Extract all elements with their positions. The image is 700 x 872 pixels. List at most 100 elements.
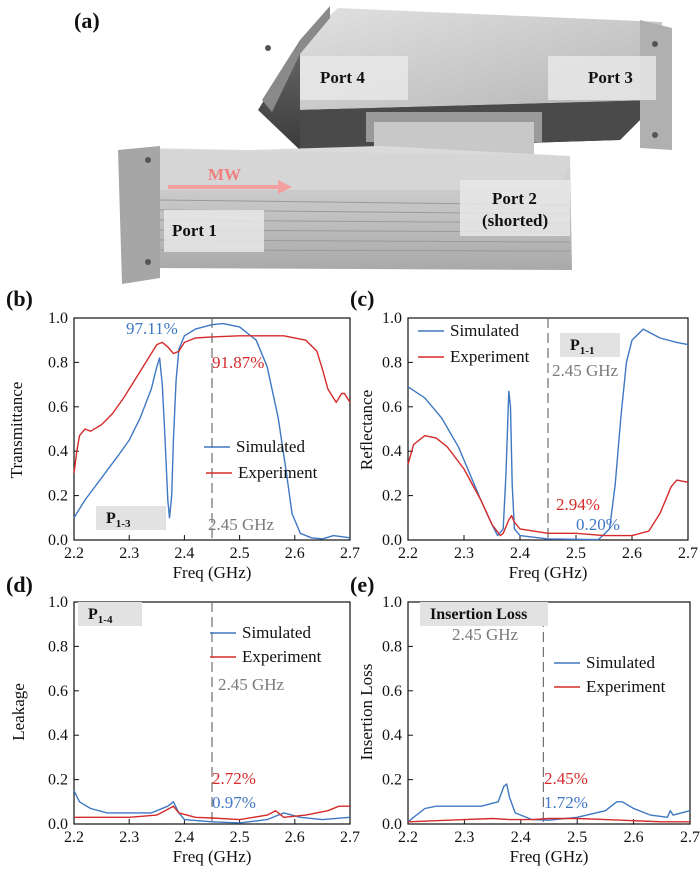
y-axis-label: Insertion Loss: [357, 664, 376, 761]
y-tick-label: 0.4: [382, 443, 402, 460]
panel-label-e: (e): [350, 572, 374, 597]
y-tick-label: 0.6: [48, 683, 68, 700]
legend-label: Experiment: [450, 347, 530, 366]
y-axis-label: Transmittance: [7, 382, 26, 479]
x-tick-label: 2.4: [174, 545, 194, 562]
y-tick-label: 1.0: [382, 594, 402, 611]
y-tick-label: 0.2: [382, 772, 402, 789]
legend-label: Simulated: [242, 623, 311, 642]
y-tick-label: 0.4: [48, 727, 68, 744]
x-tick-label: 2.6: [624, 829, 644, 846]
value-annotation: 2.45%: [544, 769, 588, 788]
x-tick-label: 2.2: [398, 829, 418, 846]
y-tick-label: 0.2: [48, 772, 68, 789]
value-annotation: 1.72%: [544, 793, 588, 812]
tag-subscript: 1-4: [98, 614, 113, 626]
legend-label: Simulated: [586, 653, 655, 672]
tag-subscript: 1-3: [116, 518, 131, 530]
x-tick-label: 2.7: [340, 829, 360, 846]
panel-label-d: (d): [6, 572, 33, 597]
y-tick-label: 0.2: [48, 488, 68, 505]
x-tick-label: 2.6: [285, 829, 305, 846]
series-experiment: [407, 435, 689, 537]
tag-box: [560, 333, 620, 357]
plot-frame-e: [407, 601, 691, 825]
mw-arrow-head: [278, 180, 292, 194]
value-annotation: 0.97%: [212, 793, 256, 812]
panel-label-c: (c): [350, 286, 374, 311]
legend-label: Simulated: [450, 321, 519, 340]
x-tick-label: 2.5: [567, 829, 587, 846]
x-tick-label: 2.6: [285, 545, 305, 562]
x-tick-label: 2.6: [622, 545, 642, 562]
series-experiment: [407, 817, 690, 823]
y-tick-label: 0.4: [382, 727, 402, 744]
x-axis-label: Freq (GHz): [173, 847, 252, 866]
mw-label: MW: [208, 165, 241, 184]
x-tick-label: 2.7: [678, 545, 698, 562]
x-tick-label: 2.3: [119, 545, 139, 562]
port-4-label: Port 4: [320, 68, 365, 87]
x-axis-label: Freq (GHz): [509, 563, 588, 582]
legend-label: Experiment: [586, 677, 666, 696]
x-tick-label: 2.3: [119, 829, 139, 846]
chart-c: (c) 2.2 2.3 2.4 2.5 2.6 2.7 0.0 0.2 0.4 0.6 0.8 1.0 F…: [350, 286, 698, 582]
marker-label: 2.45 GHz: [218, 675, 285, 694]
series-simulated: [407, 328, 689, 541]
y-tick-label: 0.8: [48, 638, 68, 655]
tag-subscript: 1-1: [580, 345, 595, 357]
x-tick-label: 2.2: [398, 545, 418, 562]
charts-layer: (b) 2.2 2.3 2.4 2.5 2.6 2.7 0.0 0.2 0.4 0.6 0.8 1.0 F…: [6, 286, 700, 866]
value-annotation: 97.11%: [126, 319, 178, 338]
chart-d: (d) 2.2 2.3 2.4 2.5 2.6 2.7 0.0 0.2 0.4 0.6 0.8 1.0 F…: [6, 572, 360, 866]
y-tick-label: 0.8: [48, 354, 68, 371]
tag-box: [96, 506, 166, 530]
port-3-label: Port 3: [588, 68, 633, 87]
y-tick-label: 0.6: [382, 399, 402, 416]
series-simulated: [73, 322, 351, 540]
y-tick-label: 0.6: [382, 683, 402, 700]
value-annotation: 0.20%: [576, 515, 620, 534]
tag-box: [420, 602, 548, 626]
x-tick-label: 2.3: [454, 829, 474, 846]
x-tick-label: 2.3: [454, 545, 474, 562]
port-2-label: Port 2: [492, 189, 537, 208]
y-tick-label: 0.0: [48, 816, 68, 833]
x-axis-label: Freq (GHz): [173, 563, 252, 582]
tag-box: [78, 602, 142, 626]
y-tick-label: 0.2: [382, 488, 402, 505]
panel-label-b: (b): [6, 286, 33, 311]
legend-label: Experiment: [242, 647, 322, 666]
y-tick-label: 0.4: [48, 443, 68, 460]
x-tick-label: 2.2: [64, 829, 84, 846]
y-tick-label: 0.8: [382, 354, 402, 371]
x-tick-label: 2.4: [511, 829, 531, 846]
marker-label: 2.45 GHz: [208, 515, 275, 534]
y-tick-label: 0.0: [48, 532, 68, 549]
y-tick-label: 1.0: [48, 310, 68, 327]
y-axis-label: Leakage: [9, 683, 28, 741]
y-tick-label: 1.0: [382, 310, 402, 327]
x-tick-label: 2.5: [230, 545, 250, 562]
y-tick-label: 0.8: [382, 638, 402, 655]
x-tick-label: 2.5: [566, 545, 586, 562]
x-tick-label: 2.7: [680, 829, 700, 846]
x-tick-label: 2.4: [174, 829, 194, 846]
value-annotation: 91.87%: [212, 353, 264, 372]
port-1-label: Port 1: [172, 221, 217, 240]
y-axis-label: Reflectance: [357, 390, 376, 470]
series-experiment: [74, 805, 350, 821]
photo-panel: (a): [74, 6, 672, 284]
x-tick-label: 2.4: [510, 545, 530, 562]
y-tick-label: 0.0: [382, 816, 402, 833]
photo-label: (a): [74, 8, 100, 33]
chart-e: (e) 2.2 2.3 2.4 2.5 2.6 2.7 0.0 0.2 0.4 0.6 0.8 1.0 F…: [350, 572, 700, 866]
x-axis-label: Freq (GHz): [510, 847, 589, 866]
x-tick-label: 2.2: [64, 545, 84, 562]
marker-label: 2.45 GHz: [552, 361, 619, 380]
x-tick-label: 2.7: [340, 545, 360, 562]
value-annotation: 2.72%: [212, 769, 256, 788]
chart-b: (b) 2.2 2.3 2.4 2.5 2.6 2.7 0.0 0.2 0.4 0.6 0.8 1.0 F…: [6, 286, 360, 582]
y-tick-label: 1.0: [48, 594, 68, 611]
